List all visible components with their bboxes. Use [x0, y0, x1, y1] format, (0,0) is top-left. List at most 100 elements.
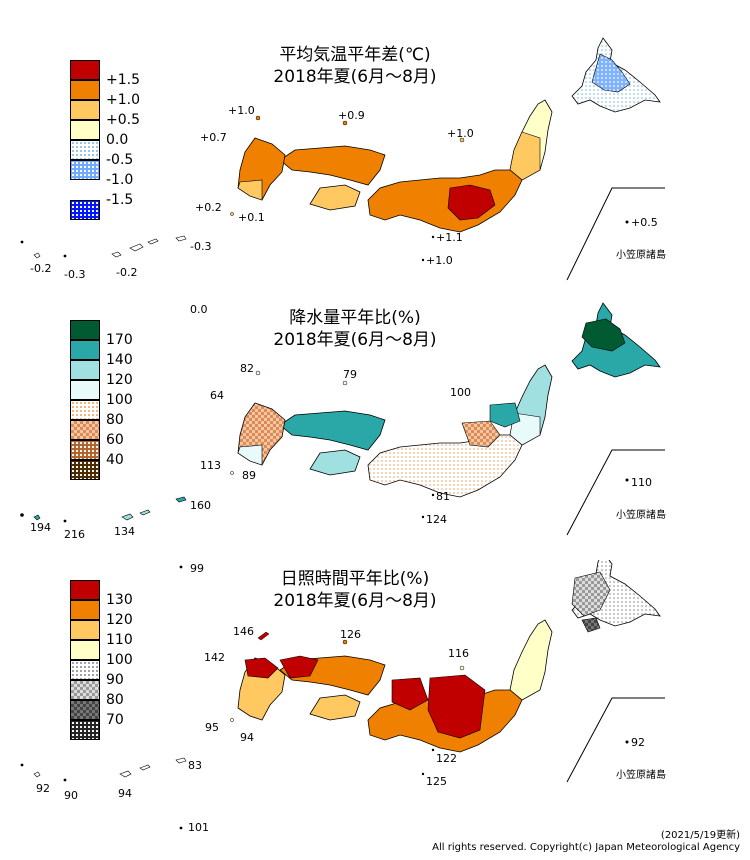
precipitation-japan-map — [20, 302, 665, 569]
precipitation-title-line2: 2018年夏(6月～8月) — [273, 330, 437, 350]
sunshine-panel: 日照時間平年比(%) 2018年夏(6月～8月) 130 120 110 100… — [0, 560, 750, 834]
sun-station-value: 146 — [233, 625, 254, 638]
footer-copyright: All rights reserved. Copyright(c) Japan … — [432, 842, 740, 853]
precip-station-value: 113 — [200, 459, 221, 472]
temperature-legend-label-5: -1.0 — [106, 172, 134, 188]
sun-legend-label-3: 100 — [106, 652, 133, 668]
shikoku-region — [309, 449, 361, 476]
temp-station-value: +1.0 — [447, 127, 474, 140]
precip-bonin-label: 小笠原諸島 — [616, 510, 666, 521]
precip-legend-label-4: 80 — [106, 412, 124, 428]
temperature-legend-label-1: +1.0 — [106, 92, 140, 108]
precip-legend-swatch-4 — [70, 400, 100, 420]
sun-station-value: 94 — [118, 787, 132, 800]
temp-bonin-label: 小笠原諸島 — [616, 250, 666, 261]
sun-station-value: 142 — [204, 651, 225, 664]
temp-station-value: +0.7 — [200, 131, 227, 144]
sun-station-value: 95 — [205, 721, 219, 734]
temp-station-value: -0.3 — [64, 268, 86, 281]
sun-station-value: 92 — [36, 782, 50, 795]
sun-legend-swatch-7 — [70, 720, 100, 740]
temp-station-value: +1.1 — [436, 231, 463, 244]
footer-updated: (2021/5/19更新) — [660, 830, 740, 841]
tohoku-region — [509, 619, 553, 701]
precip-station-value: 100 — [450, 386, 471, 399]
temperature-title-line2: 2018年夏(6月～8月) — [273, 67, 437, 87]
temp-station-value: -0.3 — [190, 240, 212, 253]
temperature-legend-swatch-1 — [70, 80, 100, 100]
chubu-sunny-area — [391, 677, 429, 711]
precip-station-value: 160 — [190, 499, 211, 512]
sun-legend-swatch-3 — [70, 640, 100, 660]
sun-legend-swatch-5 — [70, 680, 100, 700]
precip-legend-label-6: 40 — [106, 452, 124, 468]
temp-station-value: -0.2 — [116, 266, 138, 279]
precip-legend-label-5: 60 — [106, 432, 124, 448]
sun-legend-swatch-1 — [70, 600, 100, 620]
temperature-legend-label-6: -1.5 — [106, 192, 134, 208]
precip-station-value: 110 — [631, 476, 652, 489]
sun-legend-label-6: 70 — [106, 712, 124, 728]
chugoku-region — [279, 410, 386, 451]
sun-station-value: 92 — [631, 736, 645, 749]
precipitation-title-line1: 降水量平年比(%) — [289, 308, 421, 328]
precip-legend-swatch-7 — [70, 460, 100, 480]
tohoku-south-area — [509, 131, 541, 181]
sun-legend-swatch-6 — [70, 700, 100, 720]
sun-legend-label-4: 90 — [106, 672, 124, 688]
precip-station-value: 81 — [436, 490, 450, 503]
sun-station-value: 90 — [64, 789, 78, 802]
precip-legend-label-0: 170 — [106, 332, 133, 348]
chugoku-west-sunny-area — [279, 655, 319, 679]
precip-legend-swatch-3 — [70, 380, 100, 400]
central-honshu-region — [367, 434, 523, 498]
precip-legend-swatch-0 — [70, 320, 100, 340]
sun-legend-swatch-4 — [70, 660, 100, 680]
precip-legend-swatch-5 — [70, 420, 100, 440]
sunshine-title-line1: 日照時間平年比(%) — [280, 569, 430, 589]
temp-station-value: +1.0 — [228, 104, 255, 117]
precip-legend-swatch-6 — [70, 440, 100, 460]
sun-legend-swatch-0 — [70, 580, 100, 600]
central-wet-area — [489, 402, 521, 428]
temperature-legend-swatch-2 — [70, 100, 100, 120]
hokkaido-very-wet-area — [581, 318, 626, 352]
temperature-title-line1: 平均気温平年差(℃) — [279, 45, 431, 65]
temperature-legend-label-3: 0.0 — [106, 132, 129, 148]
temp-station-value: +1.0 — [426, 254, 453, 267]
kyushu-south-area — [237, 444, 263, 466]
temperature-title: 平均気温平年差(℃) 2018年夏(6月～8月) — [235, 44, 475, 88]
sunshine-title: 日照時間平年比(%) 2018年夏(6月～8月) — [235, 568, 475, 612]
kanto-hot-area — [447, 184, 496, 221]
temperature-legend-swatch-0 — [70, 60, 100, 80]
temperature-legend-label-0: +1.5 — [106, 72, 140, 88]
sun-station-value: 94 — [240, 731, 254, 744]
sun-station-value: 101 — [188, 821, 209, 834]
sun-station-value: 126 — [340, 628, 361, 641]
precip-legend-label-1: 140 — [106, 352, 133, 368]
sunshine-japan-map — [20, 560, 665, 830]
precip-legend-label-2: 120 — [106, 372, 133, 388]
temp-station-value: +0.9 — [338, 109, 365, 122]
sunshine-title-line2: 2018年夏(6月～8月) — [273, 591, 437, 611]
precip-station-value: 134 — [114, 525, 135, 538]
temperature-panel: 平均気温平年差(℃) 2018年夏(6月～8月) +1.5 +1.0 +0.5 … — [0, 20, 750, 315]
sun-legend-label-5: 80 — [106, 692, 124, 708]
precip-station-value: 99 — [190, 562, 204, 575]
sun-legend-label-1: 120 — [106, 612, 133, 628]
temperature-legend-label-2: +0.5 — [106, 112, 140, 128]
central-honshu-region — [367, 169, 523, 233]
temperature-japan-map — [20, 37, 665, 281]
precip-station-value: 194 — [30, 521, 51, 534]
temperature-legend-swatch-3 — [70, 120, 100, 140]
kyushu-north-sunny-area — [244, 657, 279, 679]
temperature-legend-swatch-6 — [70, 200, 100, 220]
precip-legend-swatch-1 — [70, 340, 100, 360]
precip-station-value: 64 — [210, 389, 224, 402]
precipitation-panel: 降水量平年比(%) 2018年夏(6月～8月) 170 140 120 100 … — [0, 295, 750, 574]
precipitation-title: 降水量平年比(%) 2018年夏(6月～8月) — [235, 307, 475, 351]
sun-station-value: 125 — [426, 775, 447, 788]
precip-legend-label-3: 100 — [106, 392, 133, 408]
sun-station-value: 122 — [436, 752, 457, 765]
precip-legend-swatch-2 — [70, 360, 100, 380]
